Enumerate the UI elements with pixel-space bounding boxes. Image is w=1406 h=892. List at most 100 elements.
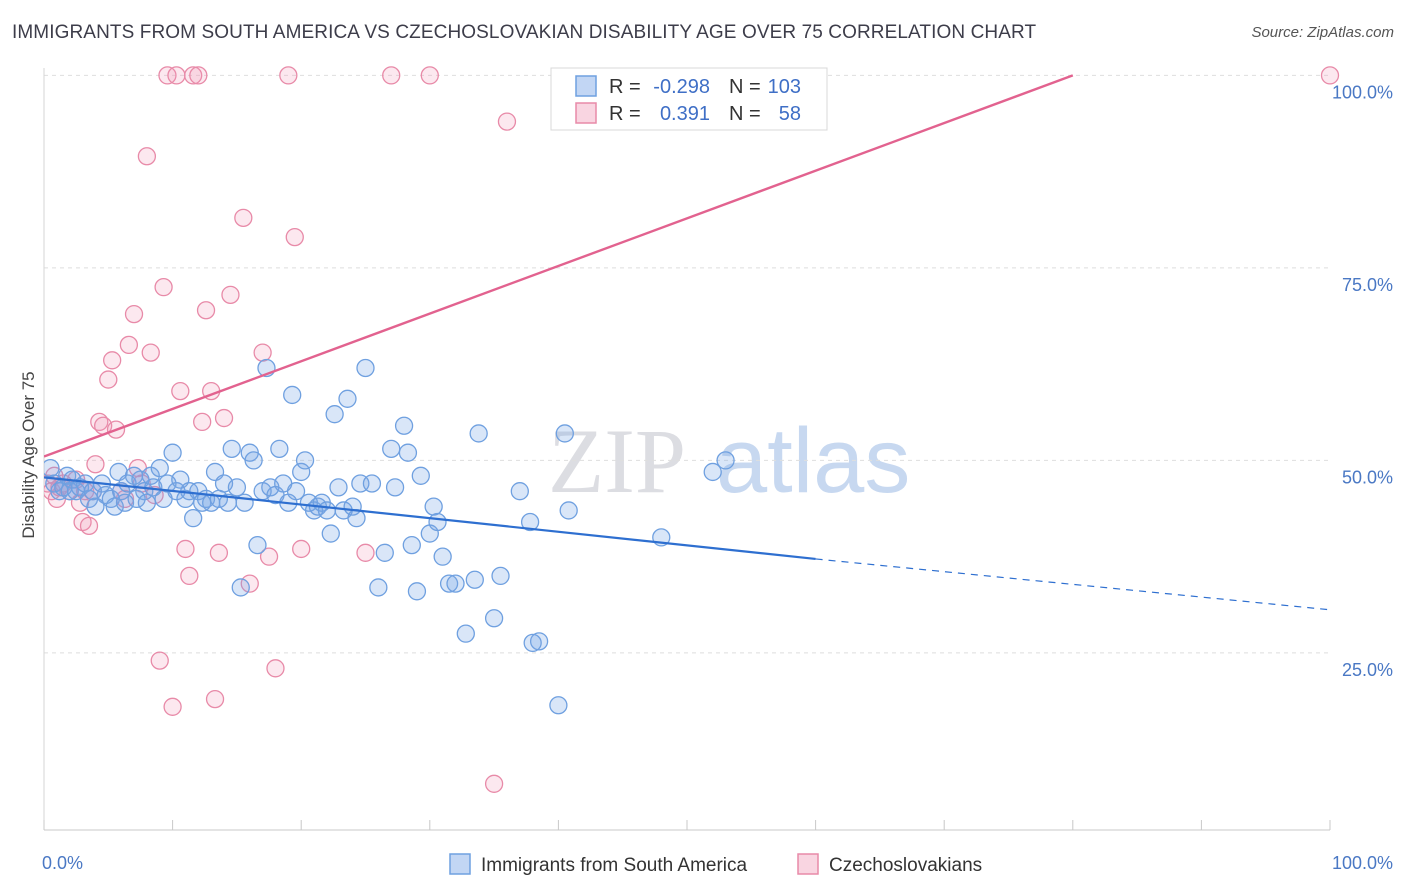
point-czechoslovakians [285, 227, 304, 247]
point-south-america [469, 424, 488, 443]
point-south-america [402, 535, 421, 555]
point-south-america [127, 489, 146, 509]
point-south-america [407, 582, 427, 601]
point-czechoslovakians [79, 516, 99, 535]
legend-swatch-czechoslovakians [575, 102, 597, 124]
point-south-america [60, 482, 79, 501]
point-south-america [439, 574, 459, 593]
axes [43, 68, 1331, 831]
chart-source: Source: ZipAtlas.com [1251, 24, 1394, 41]
point-czechoslovakians [176, 539, 195, 559]
point-czechoslovakians [484, 774, 504, 793]
point-south-america [520, 512, 540, 532]
watermark-atlas: atlas [716, 410, 910, 512]
point-south-america [163, 443, 182, 462]
point-czechoslovakians [266, 659, 285, 678]
point-czechoslovakians [221, 285, 240, 305]
point-south-america [150, 458, 169, 478]
point-south-america [394, 416, 414, 435]
point-south-america [86, 497, 105, 516]
y-tick-label: 50.0% [1342, 467, 1393, 487]
point-south-america [555, 424, 574, 443]
trend-line-south-america-extension [815, 558, 1331, 611]
point-south-america [292, 462, 311, 482]
trend-lines [44, 74, 1331, 611]
point-czechoslovakians [189, 66, 208, 85]
point-south-america [559, 501, 578, 520]
x-tick-label: 0.0% [42, 853, 83, 873]
point-south-america [411, 466, 430, 485]
point-czechoslovakians [119, 335, 139, 355]
legend-n-value-1: 103 [768, 76, 801, 98]
point-south-america [325, 405, 344, 424]
point-czechoslovakians [167, 66, 186, 85]
point-czechoslovakians [382, 66, 401, 85]
point-czechoslovakians [205, 689, 225, 709]
point-south-america [270, 439, 289, 459]
point-czechoslovakians [145, 485, 164, 505]
point-south-america [375, 543, 394, 562]
point-czechoslovakians [184, 66, 203, 85]
point-south-america [321, 524, 340, 543]
data-points [44, 66, 1340, 793]
point-south-america [510, 482, 529, 501]
point-south-america [716, 451, 735, 470]
point-south-america [549, 696, 568, 715]
point-czechoslovakians [180, 566, 199, 586]
point-south-america [231, 578, 250, 597]
series-legend-label-czechoslovakians: Czechoslovakians [829, 855, 982, 876]
point-south-america [244, 451, 263, 470]
legend-r-value-2: 0.391 [660, 103, 710, 125]
point-czechoslovakians [141, 343, 160, 362]
point-south-america [137, 493, 157, 512]
point-czechoslovakians [240, 574, 259, 593]
point-south-america [356, 358, 375, 378]
legend-n-label-2: N = [729, 103, 761, 125]
point-south-america [446, 574, 465, 593]
point-czechoslovakians [86, 455, 105, 474]
point-czechoslovakians [279, 66, 298, 85]
chart-title: IMMIGRANTS FROM SOUTH AMERICA VS CZECHOS… [12, 22, 1037, 43]
point-czechoslovakians [171, 381, 190, 401]
series-legend-label-south-america: Immigrants from South America [481, 855, 748, 876]
point-czechoslovakians [253, 343, 272, 362]
y-tick-labels: 25.0% 50.0% 75.0% 100.0% [1332, 82, 1393, 680]
series-legend-swatch-czechoslovakians [797, 853, 819, 875]
series-legend-swatch-south-america [449, 853, 471, 875]
legend-n-label-1: N = [729, 76, 761, 98]
point-south-america [398, 443, 418, 462]
point-czechoslovakians [103, 351, 122, 370]
point-south-america [184, 509, 203, 528]
stats-legend: R = -0.298 N = 103 R = 0.391 N = 58 [550, 67, 828, 131]
y-tick-label: 100.0% [1332, 82, 1393, 102]
point-czechoslovakians [234, 208, 253, 228]
point-south-america [227, 478, 247, 497]
point-south-america [115, 493, 135, 512]
legend-r-label-1: R = [609, 76, 641, 98]
legend-swatch-south-america [575, 75, 597, 97]
point-south-america [222, 439, 241, 459]
point-czechoslovakians [356, 543, 375, 562]
point-czechoslovakians [292, 539, 311, 559]
point-south-america [295, 451, 315, 470]
trend-line-south-america [44, 476, 816, 561]
point-czechoslovakians [497, 112, 517, 131]
stats-legend-box [550, 67, 828, 131]
point-south-america [329, 478, 348, 497]
point-south-america [465, 570, 484, 589]
point-czechoslovakians [1320, 66, 1340, 85]
point-czechoslovakians [150, 651, 169, 670]
point-czechoslovakians [137, 147, 157, 166]
point-south-america [338, 389, 357, 408]
trend-line-czechoslovakians [44, 74, 1074, 458]
point-south-america [369, 578, 388, 597]
point-czechoslovakians [124, 304, 144, 324]
point-south-america [105, 497, 124, 516]
point-south-america [317, 501, 337, 520]
point-south-america [523, 633, 542, 653]
legend-n-value-2: 58 [779, 103, 801, 125]
point-south-america [484, 609, 504, 628]
point-czechoslovakians [193, 412, 212, 432]
point-czechoslovakians [99, 370, 118, 389]
